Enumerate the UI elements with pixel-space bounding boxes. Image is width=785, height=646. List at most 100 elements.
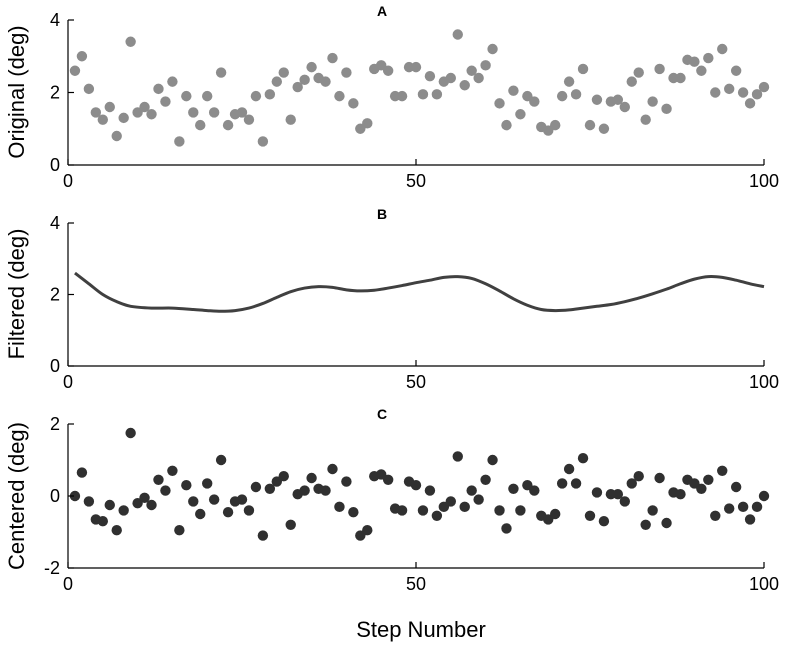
x-tick-label: 50 xyxy=(406,171,426,191)
data-point xyxy=(132,107,143,118)
data-point xyxy=(445,72,456,84)
data-point xyxy=(515,109,526,120)
data-point xyxy=(424,70,436,82)
data-point xyxy=(306,61,317,73)
data-point xyxy=(522,90,533,102)
data-point xyxy=(208,107,220,118)
data-point xyxy=(188,496,199,507)
data-point xyxy=(348,98,359,109)
data-point xyxy=(153,83,164,95)
data-point xyxy=(69,490,81,502)
data-point xyxy=(167,76,178,87)
data-point xyxy=(90,107,102,118)
data-point xyxy=(125,36,136,47)
panel-b-y-title: Filtered (deg) xyxy=(4,229,29,360)
y-tick-label: 2 xyxy=(50,83,60,103)
data-point xyxy=(285,519,296,530)
data-point xyxy=(320,485,331,496)
x-tick-label: 100 xyxy=(749,574,779,594)
data-point xyxy=(508,483,519,494)
data-point xyxy=(550,508,561,520)
data-point xyxy=(341,476,352,487)
data-point xyxy=(696,483,707,494)
data-point xyxy=(285,114,296,125)
data-point xyxy=(550,119,561,131)
x-axis-title: Step Number xyxy=(356,617,486,642)
data-point xyxy=(243,114,255,125)
data-point xyxy=(202,478,213,489)
data-point xyxy=(215,454,227,466)
data-point xyxy=(459,501,470,512)
data-point xyxy=(737,87,749,98)
data-point xyxy=(146,109,157,120)
data-point xyxy=(118,505,129,516)
data-point xyxy=(758,490,770,502)
data-point xyxy=(466,485,477,496)
data-point xyxy=(501,119,512,131)
data-point xyxy=(724,503,735,514)
data-point xyxy=(362,525,373,536)
data-point xyxy=(348,507,359,518)
data-point xyxy=(382,65,394,76)
data-point xyxy=(181,90,192,102)
data-point xyxy=(584,510,596,521)
data-point xyxy=(278,471,289,482)
data-point xyxy=(431,89,443,100)
data-point xyxy=(598,516,610,527)
panel-c: C 0 50 100-202 Centered (deg) xyxy=(4,406,779,594)
panel-letter-b: B xyxy=(377,206,387,222)
data-point xyxy=(69,65,81,76)
series-line xyxy=(74,271,765,313)
data-point xyxy=(487,454,498,466)
data-point xyxy=(250,481,262,493)
data-point xyxy=(382,474,394,485)
data-point xyxy=(306,472,317,484)
data-point xyxy=(591,94,603,105)
data-point xyxy=(362,118,373,129)
data-point xyxy=(264,483,276,494)
data-point xyxy=(724,83,735,95)
data-point xyxy=(396,90,408,102)
data-point xyxy=(654,472,665,484)
data-point xyxy=(466,65,477,76)
data-point xyxy=(236,494,248,505)
data-point xyxy=(160,485,171,496)
data-point xyxy=(640,114,651,125)
data-point xyxy=(355,123,366,134)
data-point xyxy=(501,523,512,534)
data-point xyxy=(675,72,686,84)
y-tick-label: 2 xyxy=(50,414,60,434)
data-point xyxy=(417,505,429,516)
data-point xyxy=(83,496,95,507)
data-point xyxy=(97,114,109,125)
data-point xyxy=(452,29,463,40)
data-point xyxy=(222,507,234,518)
data-point xyxy=(396,505,408,516)
data-point xyxy=(257,530,269,541)
data-point xyxy=(195,508,206,520)
x-tick-label: 50 xyxy=(406,574,426,594)
data-point xyxy=(563,76,575,87)
data-point xyxy=(633,67,644,78)
data-point xyxy=(424,485,436,496)
panel-a-marks xyxy=(69,29,770,147)
data-point xyxy=(257,136,269,147)
data-point xyxy=(696,65,707,76)
data-point xyxy=(515,505,526,516)
data-point xyxy=(529,485,540,496)
data-point xyxy=(744,514,756,525)
y-tick-label: -2 xyxy=(44,558,60,578)
data-point xyxy=(654,63,665,75)
data-point xyxy=(76,51,88,62)
data-point xyxy=(612,489,624,500)
data-point xyxy=(208,494,220,505)
data-point xyxy=(647,505,658,516)
y-tick-label: 2 xyxy=(50,285,60,305)
data-point xyxy=(250,90,262,102)
data-point xyxy=(619,101,630,113)
data-point xyxy=(473,72,484,84)
data-point xyxy=(730,481,742,493)
y-tick-label: 4 xyxy=(50,213,60,233)
data-point xyxy=(445,496,456,507)
